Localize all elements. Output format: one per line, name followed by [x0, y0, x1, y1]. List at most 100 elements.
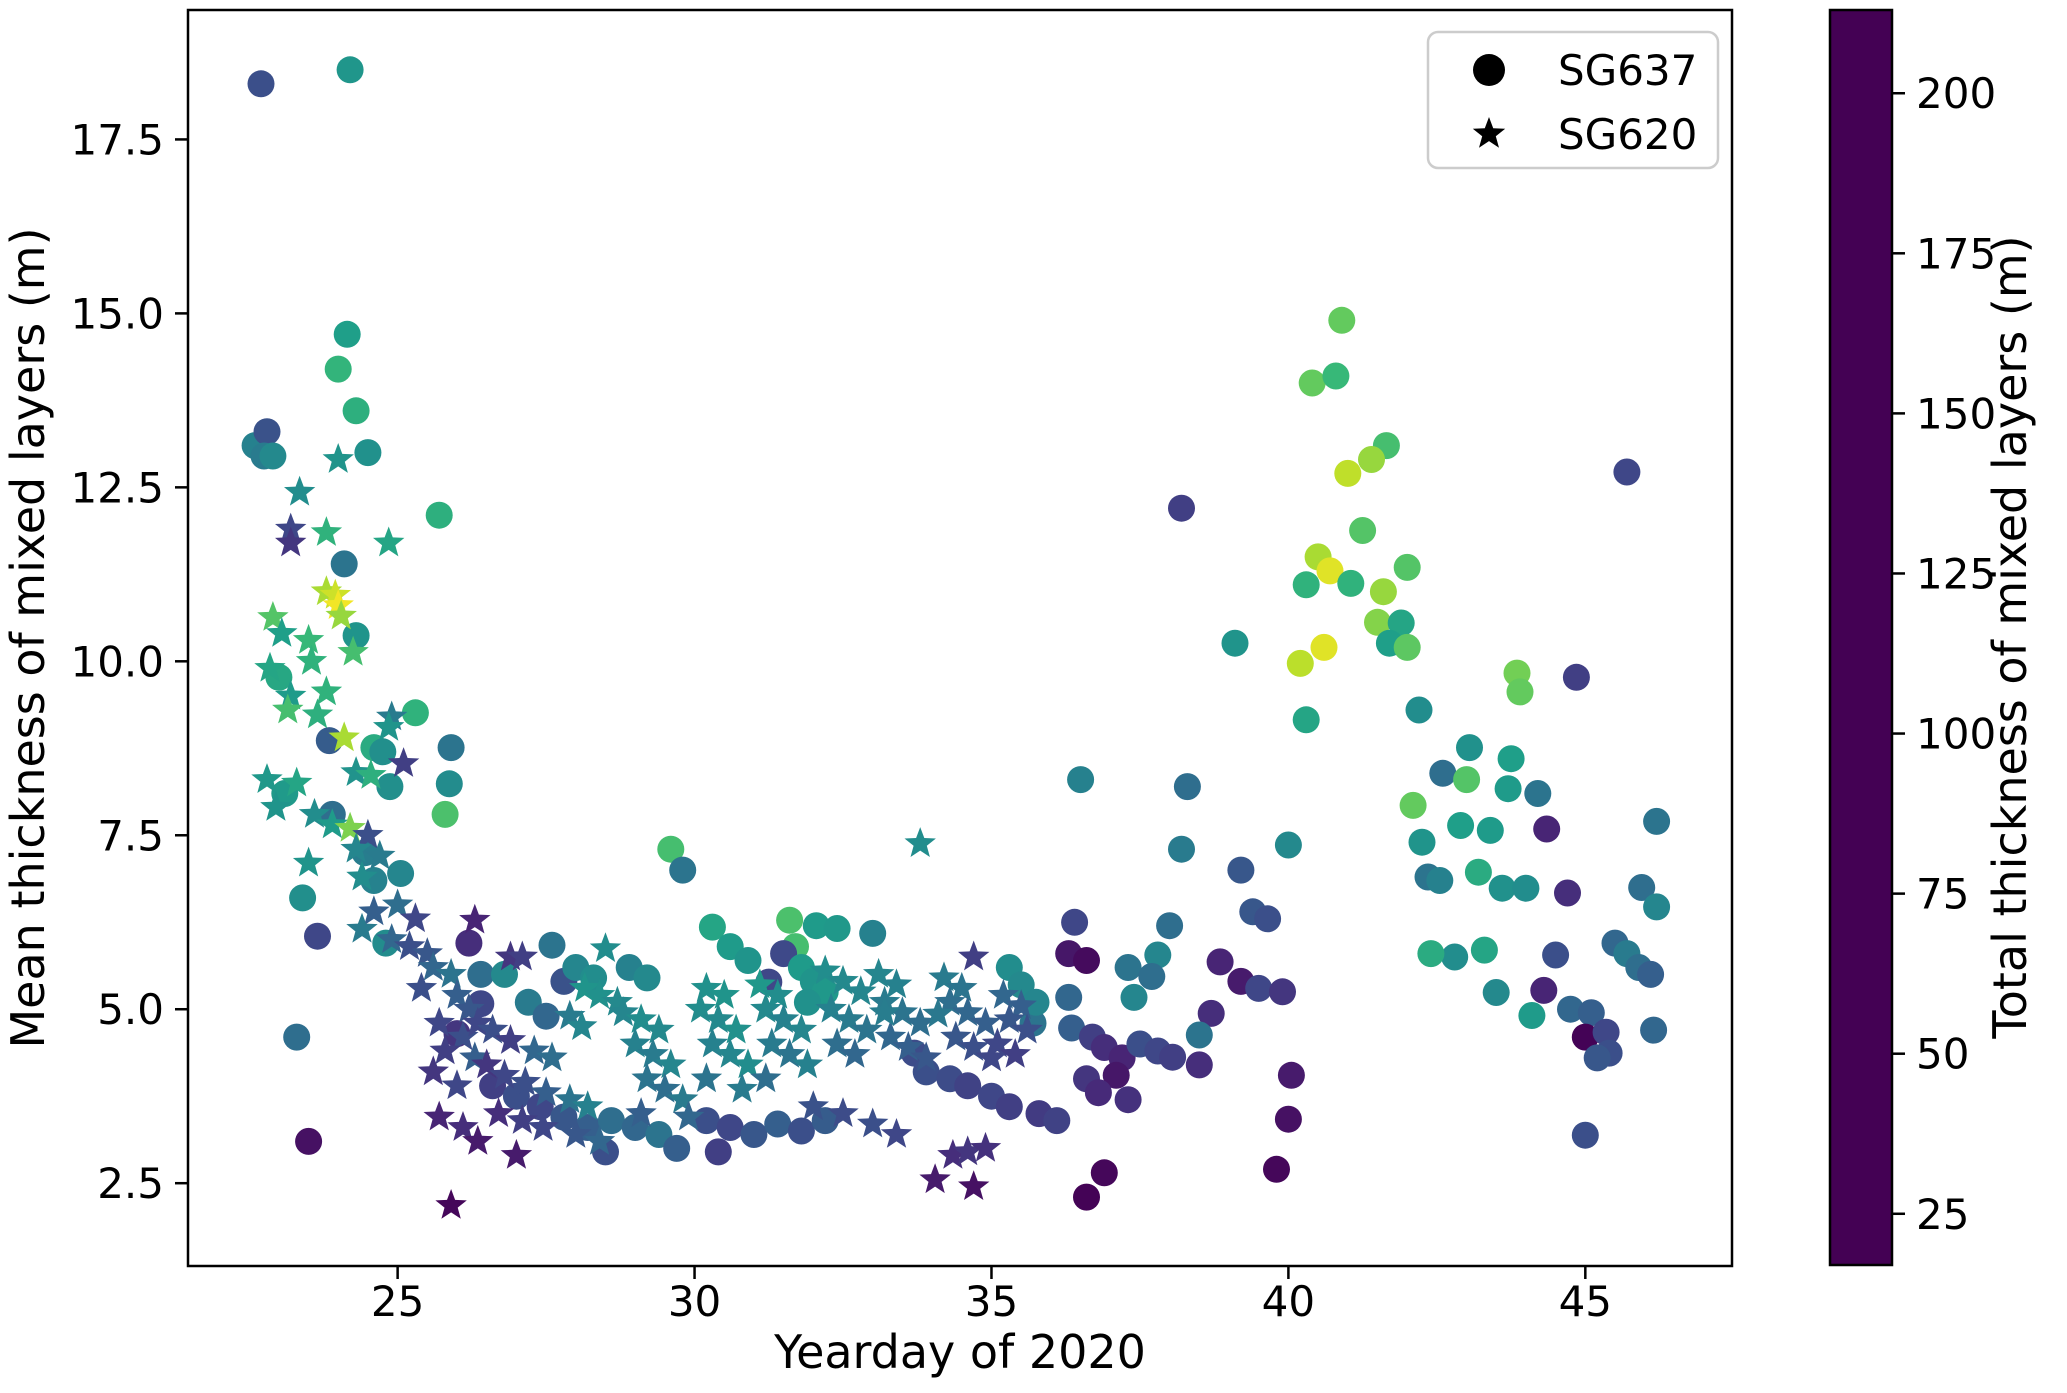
data-point-circle [954, 1072, 982, 1100]
data-point-star [411, 937, 443, 967]
data-point-star [583, 978, 616, 1009]
data-point-circle [1643, 893, 1671, 921]
data-point-star [969, 1006, 1002, 1037]
data-point-circle [1061, 908, 1089, 936]
data-point-circle [1488, 874, 1516, 902]
y-tick-label: 17.5 [70, 115, 164, 164]
data-point-star [500, 1138, 533, 1169]
data-point-star [459, 1041, 491, 1072]
data-point-star [643, 1013, 675, 1044]
data-point-circle [1524, 780, 1552, 807]
data-point-star [376, 700, 408, 731]
data-point-circle [538, 931, 566, 959]
data-point-circle [995, 1093, 1023, 1121]
data-point-star [429, 1034, 461, 1065]
data-point-star [791, 1048, 824, 1079]
data-point-circle [1138, 963, 1166, 990]
data-point-star [821, 1027, 853, 1058]
data-point-star [301, 698, 334, 729]
data-point-circle [1144, 941, 1172, 969]
data-point-circle [1286, 649, 1314, 677]
data-point-circle [1577, 999, 1605, 1027]
data-point-circle [823, 915, 851, 942]
data-point-circle [859, 919, 887, 947]
data-point-star [334, 811, 366, 842]
data-point-star [322, 443, 354, 473]
data-point-circle [802, 912, 830, 940]
data-point-circle [1337, 569, 1365, 597]
data-point-star [767, 1003, 800, 1033]
data-point-star [435, 1189, 467, 1219]
data-point-circle [1405, 696, 1433, 724]
data-point-star [459, 903, 491, 934]
colorbar: 25 50 75 100 125 150 175 200 Total thickness of… [1828, 8, 2037, 1267]
scatter-points [241, 56, 1671, 1219]
data-point-circle [1322, 362, 1350, 390]
data-point-star [684, 992, 717, 1023]
data-point-star [993, 1003, 1025, 1033]
data-point-circle [1453, 766, 1481, 794]
data-point-star [322, 589, 354, 619]
data-point-star [625, 1097, 657, 1127]
data-point-circle [1334, 459, 1362, 487]
y-tick-label: 2.5 [97, 1159, 164, 1208]
data-point-circle [1058, 1014, 1086, 1042]
data-point-star [637, 1038, 669, 1068]
data-point-circle [342, 622, 370, 650]
data-point-star [405, 971, 438, 1002]
data-point-star [340, 756, 372, 786]
data-point-circle [425, 501, 453, 529]
legend-circle-marker-icon [1473, 54, 1505, 86]
data-point-star [298, 797, 331, 828]
data-point-circle [1269, 978, 1296, 1006]
data-point-star [373, 710, 405, 741]
data-point-star [506, 1104, 538, 1134]
data-point-circle [1557, 995, 1584, 1023]
data-point-star [857, 1107, 889, 1138]
data-point-star [750, 992, 782, 1023]
data-point-star [554, 999, 586, 1030]
data-point-circle [1512, 874, 1540, 902]
data-point-star [975, 1041, 1008, 1072]
data-point-circle [1328, 306, 1356, 334]
data-point-circle [295, 1127, 323, 1155]
colorbar-label: Total thickness of mixed layers (m) [1983, 235, 2037, 1039]
data-point-star [649, 1072, 681, 1103]
data-point-star [352, 818, 384, 849]
data-point-circle [1482, 979, 1510, 1006]
data-point-circle [1254, 905, 1282, 933]
data-point-star [447, 1111, 479, 1141]
data-point-star [607, 996, 639, 1027]
data-point-circle [550, 1103, 578, 1131]
data-point-star [785, 1013, 818, 1044]
data-point-circle [437, 734, 465, 762]
data-point-star [922, 997, 954, 1028]
data-point-star [880, 1118, 913, 1148]
data-point-star [566, 1010, 598, 1040]
data-point-star [530, 1076, 562, 1107]
data-point-star [892, 1031, 924, 1061]
data-point-circle [704, 1138, 732, 1166]
data-point-circle [1542, 941, 1570, 969]
data-point-circle [1628, 874, 1656, 901]
data-point-star [773, 1038, 806, 1068]
y-tick-label: 12.5 [70, 463, 164, 512]
data-point-circle [259, 442, 287, 470]
data-point-circle [1640, 1016, 1668, 1044]
data-point-circle [1429, 759, 1457, 787]
data-point-circle [698, 913, 726, 941]
x-tick-label: 45 [1559, 1277, 1612, 1326]
data-point-star [387, 747, 420, 777]
data-point-circle [1263, 1155, 1290, 1183]
data-point-star [886, 996, 919, 1027]
data-point-circle [1408, 828, 1436, 856]
data-point-circle [1464, 858, 1492, 886]
data-point-circle [1055, 983, 1083, 1011]
data-point-circle [1197, 999, 1225, 1027]
data-point-circle [304, 922, 331, 950]
data-point-star [569, 971, 601, 1002]
data-point-star [833, 1003, 865, 1033]
data-point-star [260, 790, 292, 821]
data-point-circle [692, 1107, 720, 1135]
